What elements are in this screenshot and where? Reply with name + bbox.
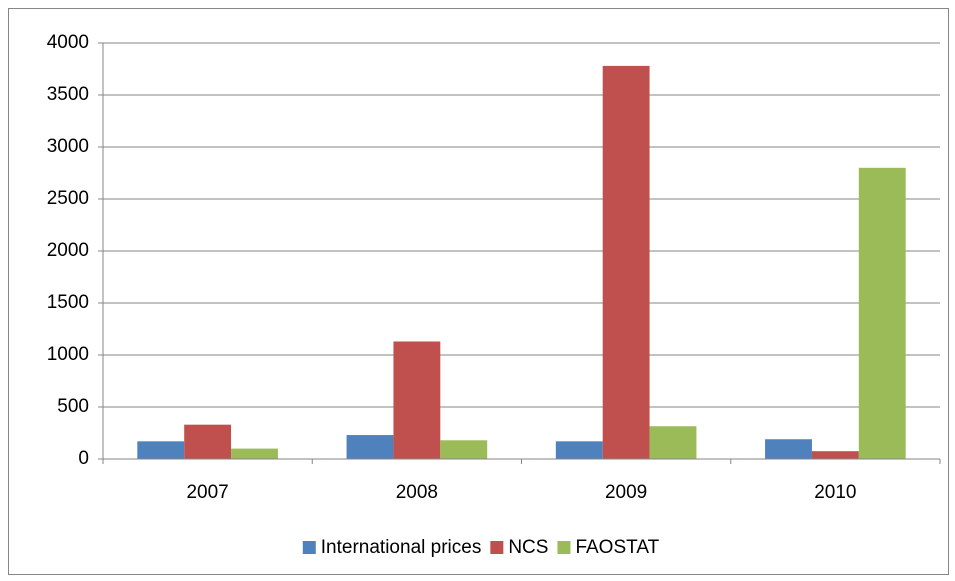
bar [765, 439, 812, 459]
legend-label: NCS [508, 537, 548, 558]
bar [137, 441, 185, 459]
legend-swatch [490, 541, 504, 554]
x-tick-label: 2009 [605, 482, 647, 503]
bar [602, 65, 650, 459]
legend-swatch [557, 541, 571, 554]
bar [858, 167, 906, 460]
y-tick-label: 0 [78, 448, 89, 469]
bar [555, 441, 603, 459]
legend-swatch [302, 541, 316, 554]
bar [184, 424, 232, 459]
legend-label: FAOSTAT [575, 537, 659, 558]
bar [231, 448, 278, 459]
x-tick-label: 2008 [396, 482, 438, 503]
y-tick-label: 3000 [47, 136, 89, 157]
x-tick-label: 2007 [186, 482, 228, 503]
bar [811, 451, 859, 459]
chart-border [8, 8, 949, 575]
y-tick-label: 4000 [47, 32, 89, 53]
y-tick-label: 3500 [47, 84, 89, 105]
bar [346, 435, 394, 459]
y-tick-label: 2500 [47, 188, 89, 209]
bar [393, 341, 441, 459]
y-tick-label: 1000 [47, 344, 89, 365]
legend-label: International prices [321, 537, 482, 558]
y-tick-label: 1500 [47, 292, 89, 313]
y-tick-label: 500 [57, 396, 89, 417]
y-tick-label: 2000 [47, 240, 89, 261]
bar [649, 426, 697, 459]
x-tick-label: 2010 [814, 482, 856, 503]
bar [440, 440, 488, 459]
